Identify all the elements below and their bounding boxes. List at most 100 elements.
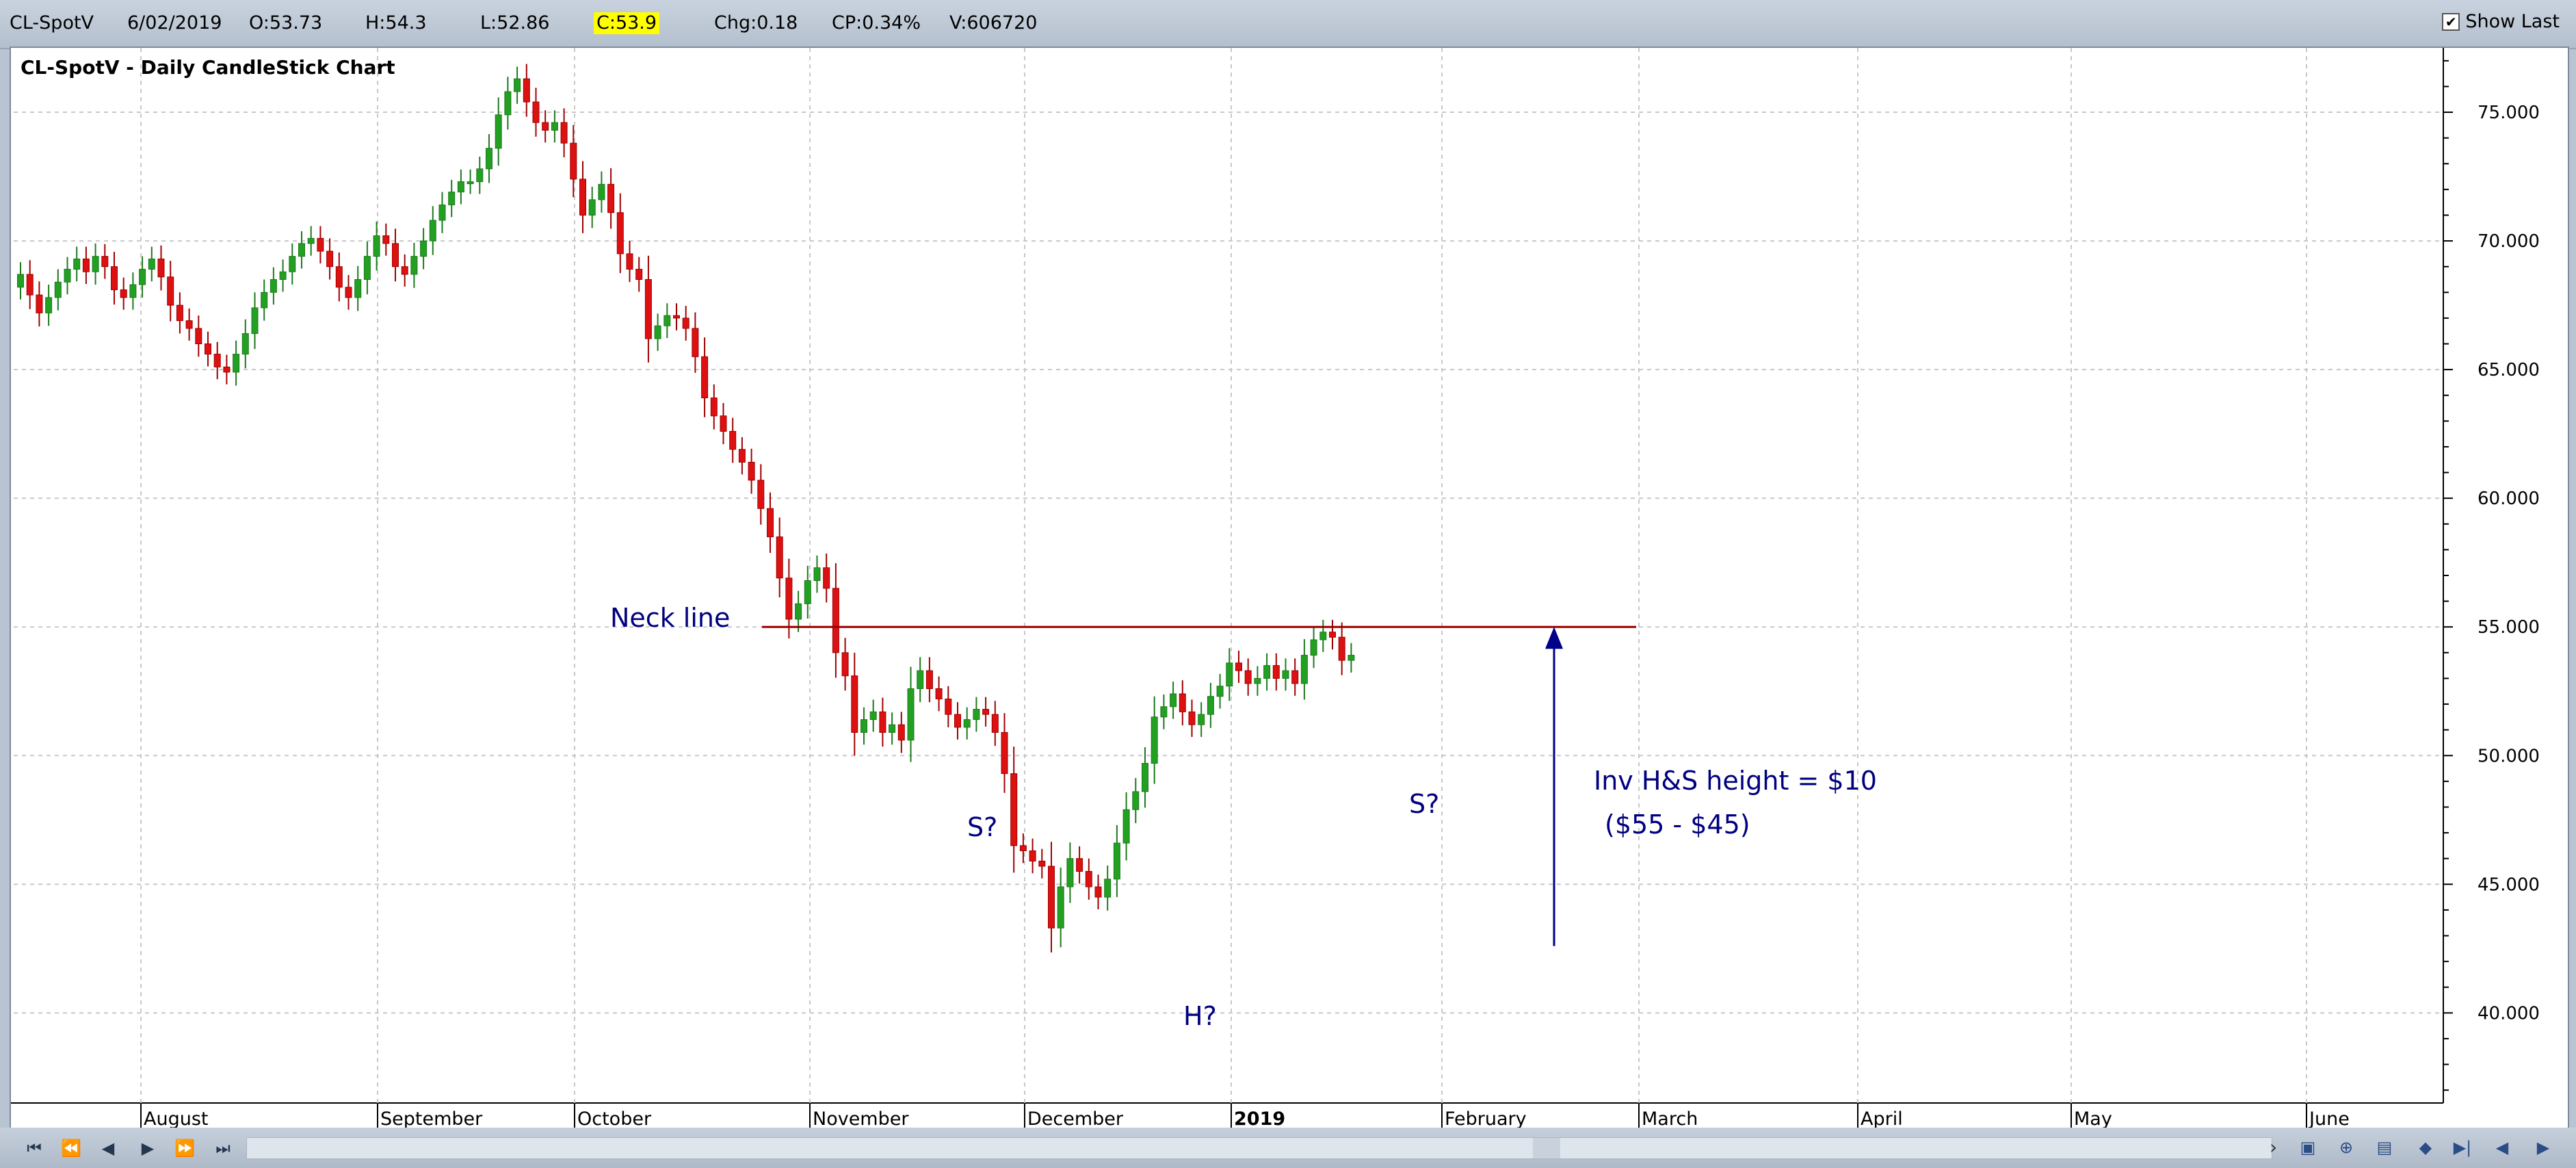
x-tick-label: December	[1027, 1108, 1124, 1128]
candle-body	[1048, 866, 1055, 929]
candle-body	[1216, 686, 1224, 697]
candle-body	[233, 354, 240, 373]
candle-body	[879, 711, 886, 733]
scroll-left-icon[interactable]: ◆	[2419, 1138, 2432, 1157]
step-back-icon[interactable]: ◀	[101, 1139, 115, 1158]
candle-body	[495, 114, 502, 149]
candle-body	[111, 266, 118, 291]
candle-body	[82, 258, 90, 272]
candle-body	[1142, 763, 1148, 792]
candle-body	[205, 343, 211, 355]
change-label: Chg:0.18	[714, 12, 798, 34]
prev-icon[interactable]: ◀	[2495, 1138, 2509, 1157]
candle-body	[860, 719, 867, 733]
candle-body	[1066, 858, 1074, 887]
candle-body	[1029, 850, 1036, 861]
candle-body	[139, 268, 146, 285]
candle-body	[598, 183, 605, 200]
candle-body	[289, 256, 296, 272]
candle-body	[897, 724, 905, 741]
candle-body	[1329, 632, 1336, 638]
candle-body	[64, 268, 71, 283]
candle-body	[120, 289, 127, 298]
step-forward-icon[interactable]: ▶	[141, 1139, 155, 1158]
chart-tool-icon[interactable]: ▣	[2300, 1138, 2316, 1157]
candle-body	[476, 168, 484, 183]
candle-body	[1160, 706, 1168, 718]
first-icon[interactable]: ⏮	[27, 1139, 42, 1158]
candle-body	[720, 415, 727, 432]
candle-body	[588, 199, 596, 216]
candle-body	[841, 652, 849, 677]
candle-body	[345, 287, 352, 298]
candle-body	[738, 449, 746, 463]
candle-body	[392, 243, 399, 268]
candle-body	[1076, 858, 1083, 872]
candle-body	[261, 291, 268, 309]
change-pct-label: CP:0.34%	[832, 12, 921, 34]
x-tick-label: May	[2074, 1108, 2112, 1128]
candle-body	[92, 256, 99, 272]
candle-body	[185, 320, 193, 329]
candle-body	[523, 78, 530, 103]
date-label: 6/02/2019	[127, 12, 222, 34]
candle-body	[570, 142, 577, 180]
candle-body	[1244, 670, 1252, 684]
candle-body	[1019, 845, 1027, 851]
candle-body	[157, 258, 165, 278]
candle-body	[129, 284, 137, 298]
close-label: C:53.9	[594, 12, 660, 34]
candle-body	[514, 78, 521, 92]
navigation-bar: ⏮ ⏪ ◀ ▶ ⏩ ⏭ ‹ › ▣ ⊕ ▤ ◆ ▶| ◀ ▶	[0, 1128, 2576, 1168]
candle-body	[1057, 886, 1064, 929]
candle-body	[486, 148, 492, 170]
candle-body	[1122, 809, 1130, 844]
scroll-right-arrow[interactable]: ›	[2270, 1136, 2278, 1158]
candle-body	[889, 724, 896, 733]
candle-body	[1310, 639, 1317, 656]
candle-body	[448, 192, 456, 205]
page-back-icon[interactable]: ⏪	[61, 1139, 81, 1158]
candle-body	[542, 122, 549, 131]
candlestick-chart[interactable]: 40.000 45.000 50.000 55.000 60.000 65.000 70.0…	[11, 48, 2568, 1128]
candle-body	[1300, 655, 1308, 684]
save-tool-icon[interactable]: ▤	[2376, 1138, 2393, 1157]
quote-header: CL-SpotV 6/02/2019 O:53.73 H:54.3 L:52.8…	[0, 0, 2576, 49]
candle-body	[935, 688, 943, 700]
y-tick-label: 65.000	[2478, 360, 2540, 380]
last-icon[interactable]: ⏭	[215, 1139, 231, 1158]
candle-body	[270, 278, 277, 293]
candle-body	[1235, 662, 1242, 671]
y-tick-label: 40.000	[2478, 1003, 2540, 1024]
scroll-end-icon[interactable]: ▶|	[2453, 1138, 2472, 1157]
candle-body	[663, 315, 671, 326]
page-forward-icon[interactable]: ⏩	[174, 1139, 195, 1158]
candle-body	[785, 577, 793, 620]
candle-body	[410, 256, 418, 275]
zoom-tool-icon[interactable]: ⊕	[2339, 1138, 2354, 1157]
candle-body	[17, 274, 24, 288]
next-icon[interactable]: ▶	[2536, 1138, 2550, 1157]
candle-body	[851, 675, 858, 733]
candle-body	[335, 266, 343, 288]
candle-body	[917, 670, 924, 689]
x-tick-label: September	[380, 1108, 483, 1128]
time-scrollbar[interactable]	[246, 1137, 2272, 1159]
candle-body	[692, 328, 699, 357]
candle-body	[869, 711, 877, 721]
show-last-toggle[interactable]: ✔ Show Last	[2442, 11, 2560, 32]
y-tick-label: 55.000	[2478, 617, 2540, 638]
candle-body	[167, 276, 174, 306]
show-last-checkbox[interactable]: ✔	[2442, 12, 2460, 31]
annotation-text: S?	[967, 812, 997, 842]
candle-body	[813, 567, 821, 582]
candle-body	[644, 278, 652, 339]
candle-body	[710, 397, 718, 417]
candle-body	[317, 237, 324, 252]
show-last-label: Show Last	[2465, 11, 2560, 32]
chart-panel[interactable]: 40.000 45.000 50.000 55.000 60.000 65.000 70.0…	[10, 47, 2569, 1129]
candle-body	[1104, 879, 1112, 898]
scroll-thumb[interactable]	[1533, 1138, 1560, 1158]
candle-body	[635, 268, 643, 280]
candle-body	[1132, 791, 1140, 810]
